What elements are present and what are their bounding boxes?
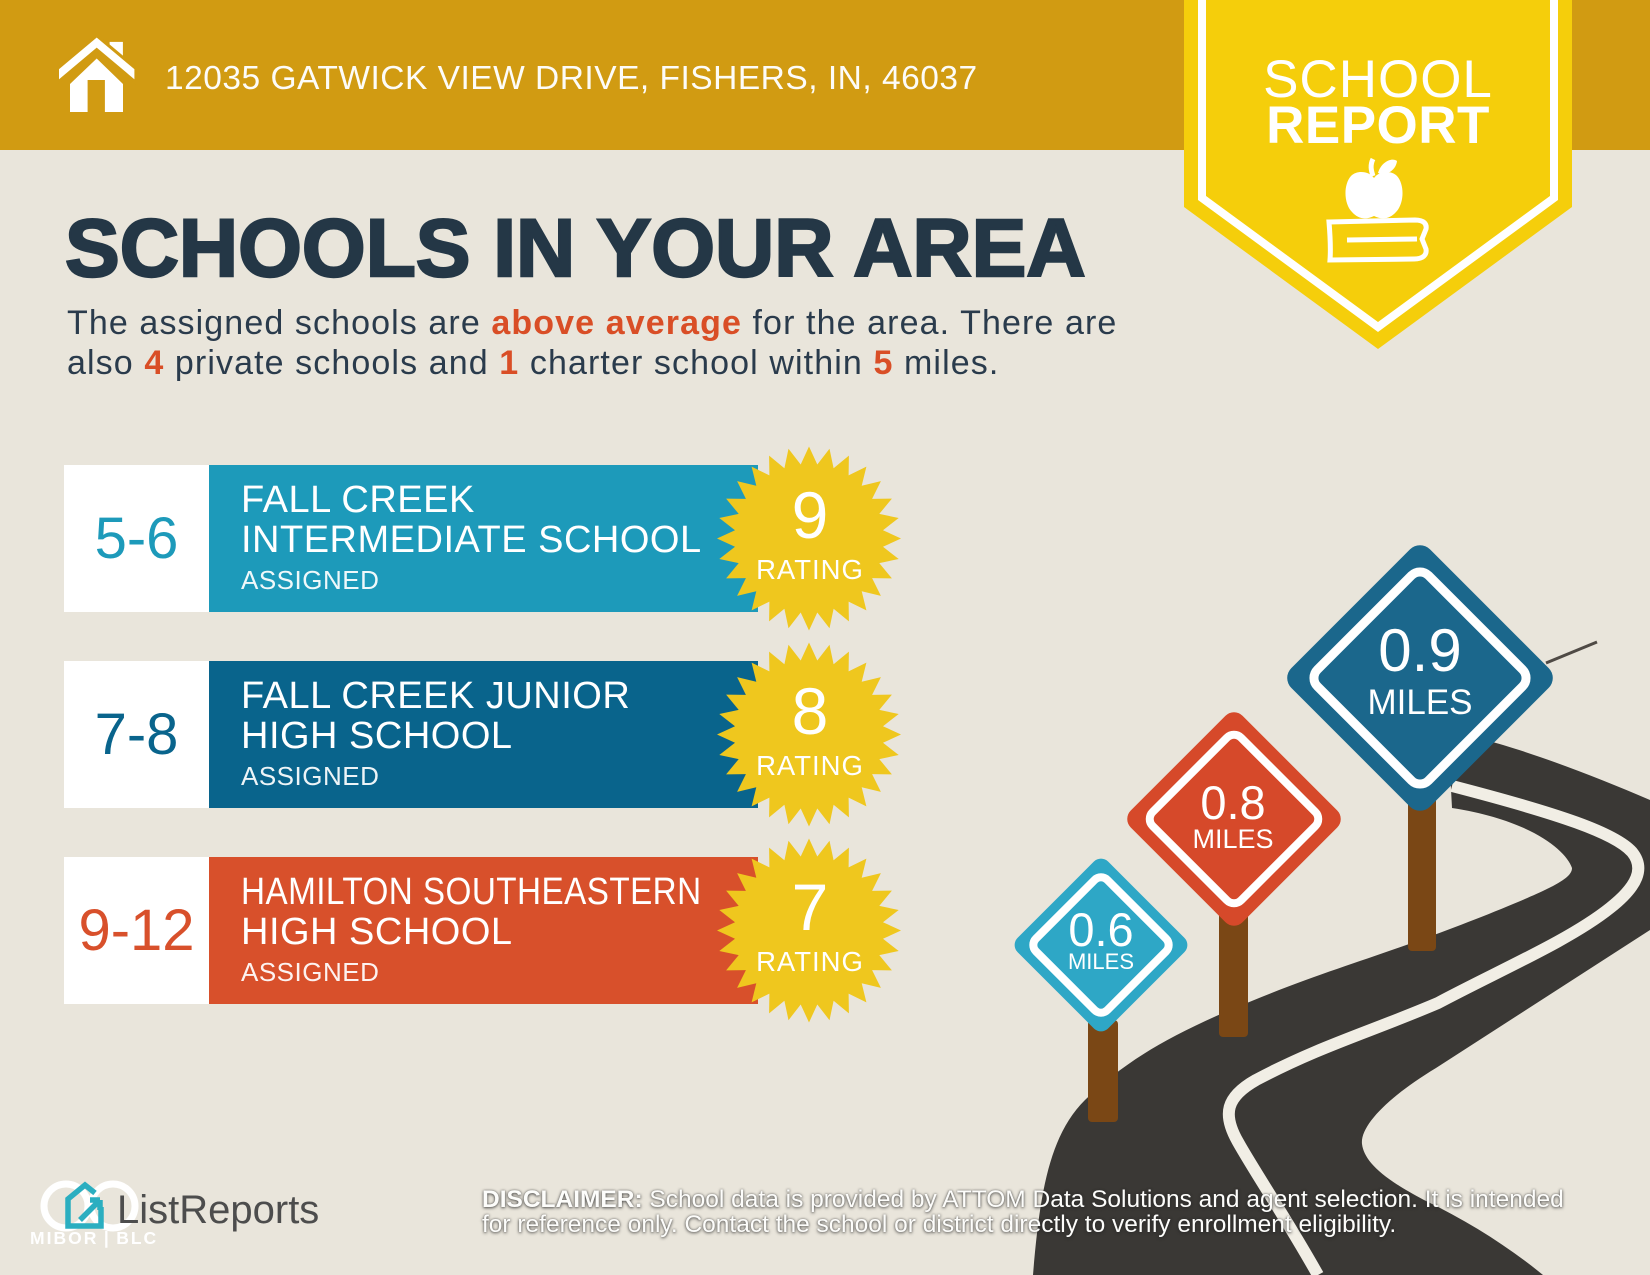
svg-text:0.6: 0.6 xyxy=(1068,903,1133,956)
svg-text:RATING: RATING xyxy=(756,554,864,585)
svg-text:RATING: RATING xyxy=(756,946,864,977)
svg-text:MILES: MILES xyxy=(1367,683,1472,722)
svg-text:MILES: MILES xyxy=(1068,949,1134,974)
svg-text:7: 7 xyxy=(792,870,829,944)
svg-text:0.9: 0.9 xyxy=(1378,617,1461,684)
svg-text:8: 8 xyxy=(792,674,829,748)
svg-text:0.8: 0.8 xyxy=(1200,776,1265,829)
svg-text:REPORT: REPORT xyxy=(1266,96,1490,155)
svg-text:RATING: RATING xyxy=(756,750,864,781)
svg-text:MILES: MILES xyxy=(1192,824,1273,854)
svg-text:SCHOOL: SCHOOL xyxy=(1263,50,1493,109)
svg-text:9: 9 xyxy=(792,478,829,552)
